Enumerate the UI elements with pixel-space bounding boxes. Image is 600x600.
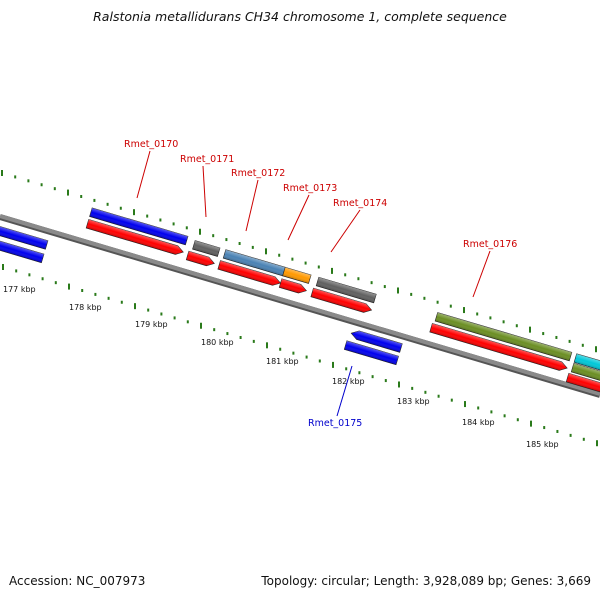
feature-rmet-0174-gray	[315, 276, 377, 304]
feature-rmet-0173-orange-shade	[282, 267, 312, 284]
backbone-line	[0, 214, 600, 396]
topology-summary: Topology: circular; Length: 3,928,089 bp…	[261, 574, 591, 588]
feature-next-olive	[570, 362, 600, 390]
leader-rmet-0172	[245, 179, 259, 232]
scale-label-183: 183 kbp	[397, 397, 430, 406]
gene-label-rmet-0171: Rmet_0171	[180, 154, 234, 165]
accession-text: Accession: NC_007973	[9, 574, 146, 588]
feature-rmet-0171-cds-shade	[186, 251, 215, 266]
feature-next-cds-shade	[566, 373, 600, 398]
feature-rmet-0175-arrow-shade	[351, 330, 403, 353]
feature-rmet-0172-cds	[217, 260, 282, 286]
feature-rmet-0170-cds-shade	[86, 219, 184, 255]
feature-rmet-0176-cds-shade	[429, 323, 568, 371]
feature-rmet-0172-blue-shade	[223, 249, 286, 276]
scale-label-178: 178 kbp	[69, 303, 102, 312]
feature-rmet-0176-cds	[429, 323, 568, 371]
gene-label-rmet-0175: Rmet_0175	[308, 418, 362, 429]
gene-label-rmet-0172: Rmet_0172	[231, 168, 285, 179]
gene-label-rmet-0173: Rmet_0173	[283, 183, 337, 194]
outer-tick-ring	[1, 170, 597, 353]
feature-rmet-0170-cds	[85, 218, 184, 255]
scale-label-177: 177 kbp	[3, 285, 36, 294]
gene-label-rmet-0176: Rmet_0176	[463, 239, 517, 250]
feature-rmet-0175-box	[343, 340, 399, 366]
leader-rmet-0170	[136, 150, 151, 199]
feature-rmet-0173-cds-shade	[279, 278, 307, 294]
feature-rmet-0170-blue-shade	[89, 207, 188, 245]
leader-rmet-0175	[336, 365, 353, 417]
scale-label-182: 182 kbp	[332, 377, 365, 386]
feature-rmet-0172-cds-shade	[217, 260, 281, 286]
feature-rmet-0171-cds	[185, 250, 215, 267]
gene-label-rmet-0170: Rmet_0170	[124, 139, 178, 150]
feature-rmet-0174-gray-shade	[316, 277, 377, 303]
scale-label-184: 184 kbp	[462, 418, 495, 427]
scale-label-185: 185 kbp	[526, 440, 559, 449]
feature-left-blue-2	[0, 235, 45, 264]
scale-label-181: 181 kbp	[266, 357, 299, 366]
feature-rmet-0174-cds	[310, 287, 373, 313]
gene-label-rmet-0174: Rmet_0174	[333, 198, 387, 209]
feature-rmet-0173-cds	[278, 278, 307, 294]
inner-tick-ring	[2, 264, 598, 447]
feature-rmet-0176-olive-shade	[435, 312, 572, 361]
scale-label-179: 179 kbp	[135, 320, 168, 329]
leader-rmet-0173	[287, 194, 310, 241]
chromosome-backbone	[0, 214, 600, 398]
feature-rmet-0171-gray	[192, 240, 221, 257]
feature-rmet-0170-blue	[89, 207, 189, 246]
feature-next-olive-shade	[571, 363, 600, 389]
leader-rmet-0171	[202, 165, 207, 218]
leader-rmet-0176	[472, 250, 491, 298]
feature-rmet-0173-orange	[282, 266, 312, 284]
feature-rmet-0175-box-shade	[344, 340, 399, 365]
feature-rmet-0176-olive	[434, 312, 573, 362]
map-title: Ralstonia metallidurans CH34 chromosome …	[93, 9, 507, 24]
feature-next-cyan-shade	[574, 353, 600, 380]
feature-rmet-0174-cds-shade	[310, 288, 372, 313]
gene-features	[0, 207, 600, 398]
feature-next-cds	[565, 372, 600, 398]
feature-left-blue-1	[0, 222, 49, 250]
scale-label-180: 180 kbp	[201, 338, 234, 347]
label-leader-lines	[136, 150, 491, 417]
feature-rmet-0171-gray-shade	[192, 240, 221, 257]
feature-left-blue-2-shade	[0, 236, 44, 263]
feature-rmet-0175-arrow	[350, 330, 403, 353]
feature-next-cyan	[573, 353, 600, 380]
leader-rmet-0174	[330, 209, 361, 253]
feature-left-blue-1-shade	[0, 222, 48, 250]
